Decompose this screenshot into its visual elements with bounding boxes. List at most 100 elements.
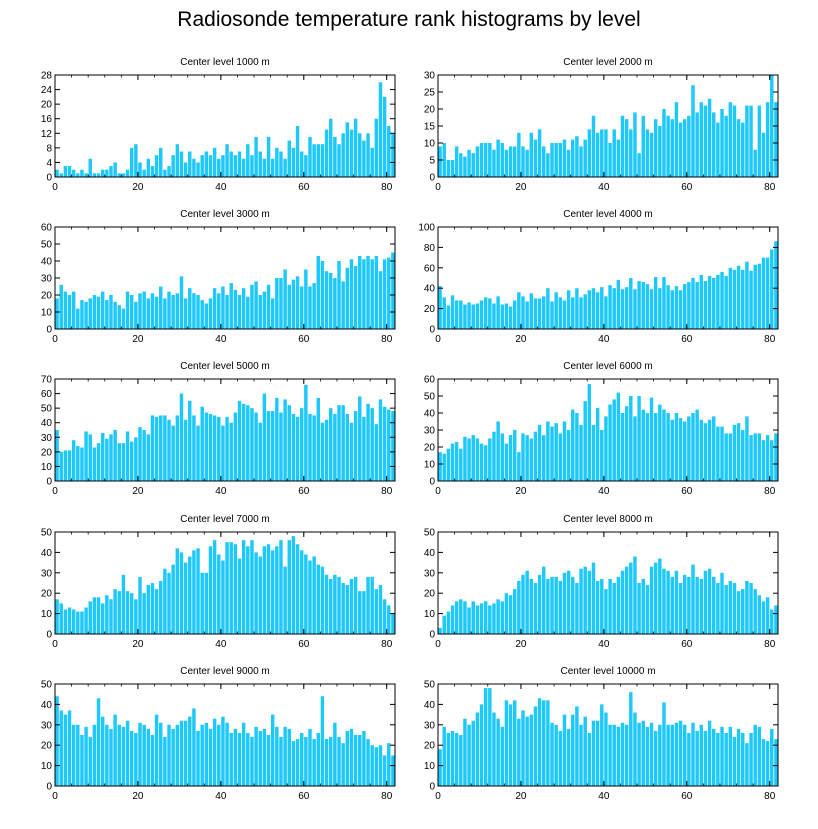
y-tick-label: 10 [41,462,53,473]
histogram-bar [653,730,658,786]
histogram-bar [761,440,766,481]
histogram-bar [471,304,475,329]
histogram-bar [337,144,341,177]
histogram-bar [183,419,188,481]
panel-title: Center level 5000 m [180,361,270,372]
x-tick-label: 60 [681,791,693,802]
histogram-bar [287,728,291,786]
histogram-bar [558,580,563,634]
y-tick-label: 24 [41,85,53,96]
histogram-bar [279,278,283,329]
histogram-bar [378,585,383,634]
y-tick-label: 20 [424,589,436,600]
histogram-bar [270,411,275,481]
y-tick-label: 10 [41,761,53,772]
histogram-bar [529,714,534,786]
histogram-bar [275,726,279,786]
histogram-bar [658,558,662,634]
histogram-bar [142,291,146,329]
histogram-bar [275,147,279,177]
histogram-bar [246,144,250,177]
histogram-bar [125,169,130,177]
histogram-bar [59,284,63,329]
histogram-bar [362,591,366,634]
y-tick-label: 60 [424,263,436,274]
histogram-bar [682,284,687,329]
histogram-bar [595,407,600,481]
histogram-bar [150,293,155,329]
histogram-bar [633,712,637,786]
histogram-bar [450,160,455,177]
histogram-bar [633,289,637,329]
histogram-bar [212,415,217,481]
histogram-bar [196,295,200,329]
y-tick-label: 30 [424,71,436,82]
histogram-bar [612,129,616,177]
histogram-bar [163,568,167,634]
histogram-bar [134,732,138,786]
histogram-bar [183,562,188,634]
histogram-bar [163,169,167,177]
histogram-bar [745,416,749,481]
histogram-bar [121,726,126,786]
histogram-bar [353,735,358,786]
histogram-bar [316,732,321,786]
histogram-bar [117,724,121,786]
x-tick-label: 40 [215,334,227,345]
histogram-bar [579,146,583,177]
histogram-bar [649,132,654,177]
histogram-bar [208,413,213,481]
histogram-bar [774,433,778,481]
histogram-bar [374,589,379,634]
histogram-bar [237,151,242,177]
histogram-bar [512,589,517,634]
x-tick-label: 0 [435,182,441,193]
histogram-bar [558,297,563,329]
histogram-bar [59,710,63,786]
histogram-bar [287,540,291,634]
y-tick-label: 10 [424,761,436,772]
histogram-bar [382,406,387,481]
histogram-bar [604,129,608,177]
histogram-bar [254,281,258,329]
histogram-bar [125,431,130,481]
histogram-bar [504,700,509,786]
histogram-bar [508,306,513,329]
histogram-bar [550,143,554,177]
histogram-bar [171,295,175,329]
histogram-panel: Center level 2000 m 0 20 40 60 80 0 5 10 15 20 25 30 [424,57,779,193]
histogram-bar [316,255,321,329]
panel-title: Center level 6000 m [563,361,653,372]
histogram-bar [678,720,683,786]
histogram-bar [138,293,142,329]
histogram-bar [134,301,138,329]
x-tick-label: 20 [515,791,527,802]
histogram-bar [608,143,612,177]
histogram-bar [608,285,612,329]
histogram-bar [724,732,728,786]
y-tick-label: 0 [46,173,52,184]
histogram-bar [691,722,695,786]
y-tick-label: 8 [46,143,52,154]
histogram-bar [732,105,737,177]
plot-frame [437,226,779,330]
x-tick-label: 20 [132,182,144,193]
histogram-bar [80,300,84,329]
histogram-bar [341,405,345,481]
histogram-bar [250,408,254,481]
histogram-bar [753,589,757,634]
y-tick-label: 30 [41,274,53,285]
histogram-bar [732,583,737,634]
x-tick-label: 80 [381,334,393,345]
histogram-bar [142,593,146,634]
histogram-bar [662,276,666,329]
histogram-bar [691,278,695,329]
histogram-bar [333,413,337,481]
histogram-bar [71,440,76,481]
x-tick-label: 60 [298,334,310,345]
histogram-bar [291,413,296,481]
histogram-bar [587,384,592,481]
histogram-bar [691,85,695,177]
histogram-bar [591,115,596,177]
